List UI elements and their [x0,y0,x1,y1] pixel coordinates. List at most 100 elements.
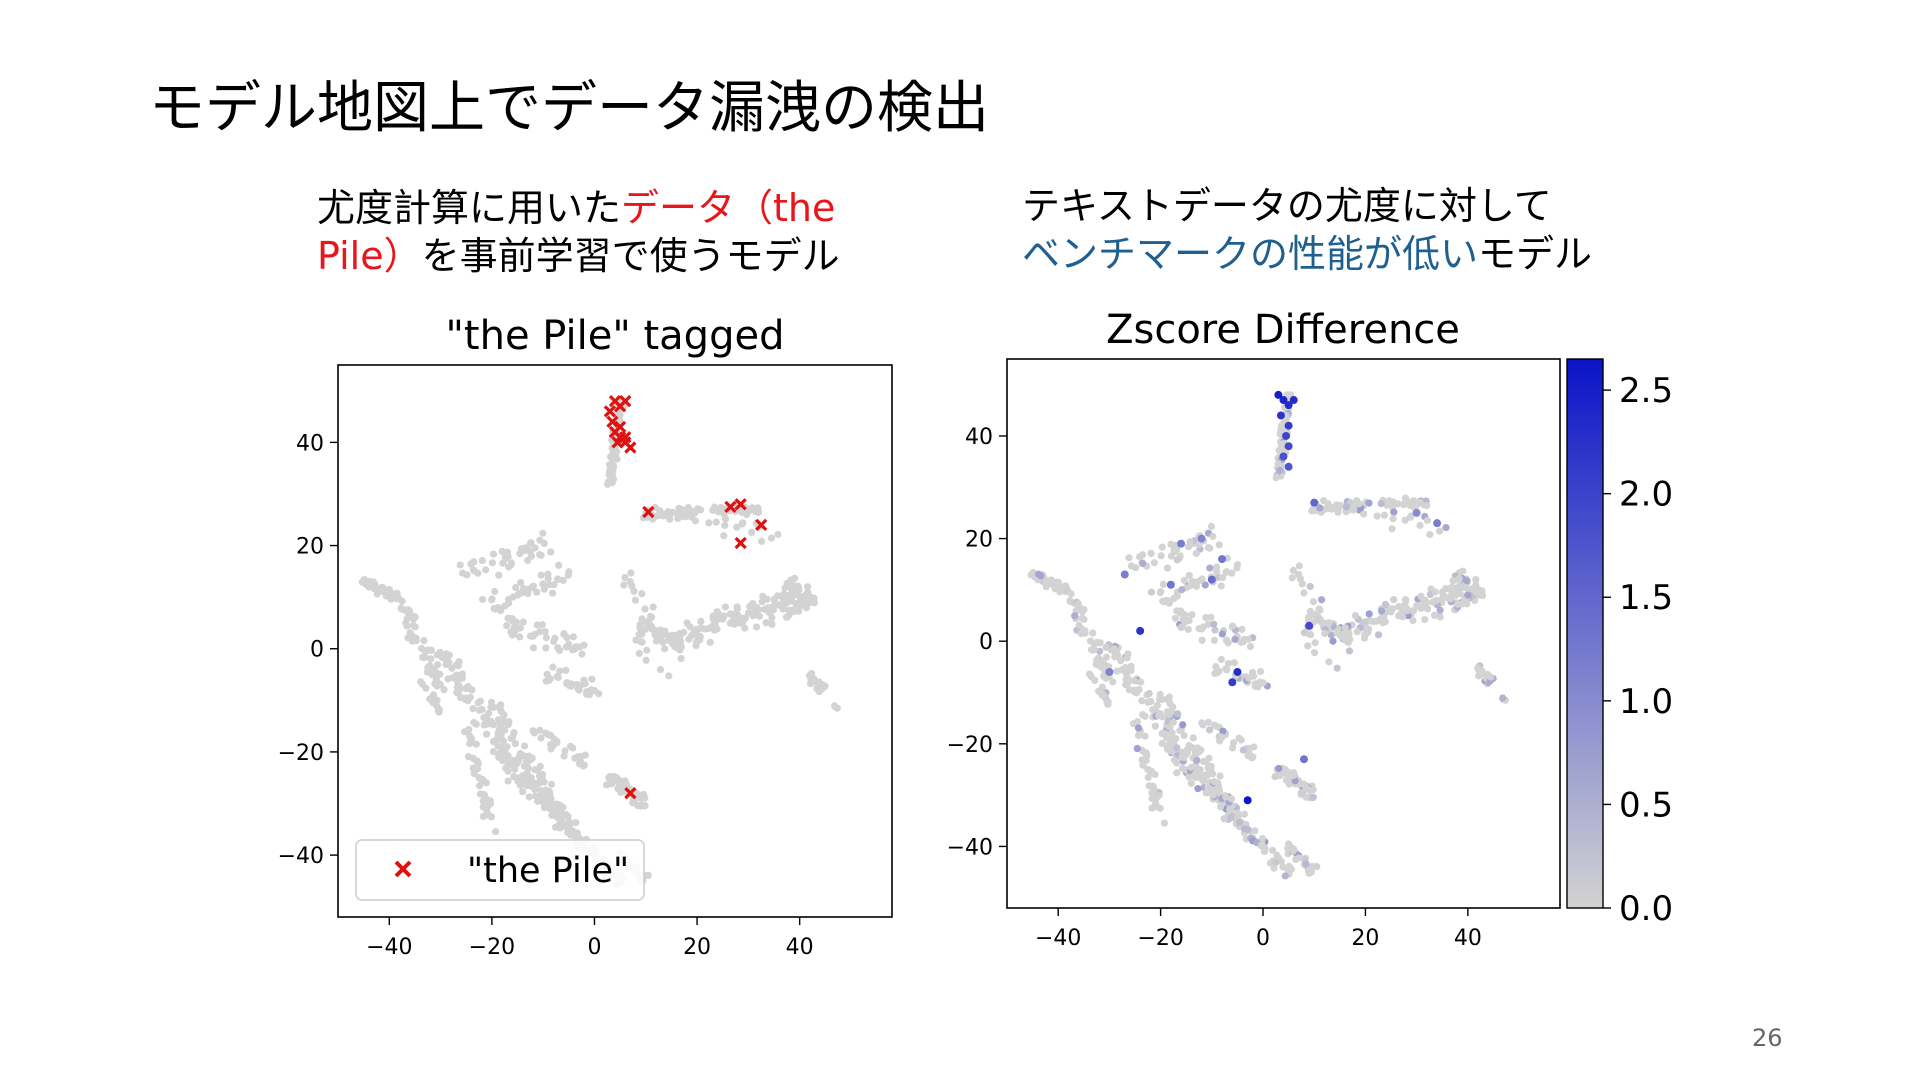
background-point [541,628,549,636]
background-point [1448,583,1456,591]
background-point [1464,591,1472,599]
background-point [489,738,498,746]
tagged-point-marker [624,787,637,800]
background-point [478,775,486,783]
background-point [1211,626,1219,634]
background-point [1224,659,1232,668]
background-point [748,528,756,537]
background-point [1297,788,1306,797]
background-point [1205,726,1214,734]
background-point [804,583,812,591]
background-point [1147,549,1155,558]
colorbar-tick-label: 2.0 [1619,475,1673,515]
background-point [1295,562,1303,570]
zscore-point [1433,519,1442,528]
right-caption-blue: ベンチマークの性能が低い [1022,232,1479,276]
background-point [463,571,471,579]
background-point [1325,503,1333,511]
background-point [1245,674,1253,682]
background-point [488,596,496,604]
background-point [1213,722,1221,731]
background-point [482,566,490,574]
background-point [529,632,537,640]
background-point [553,801,561,809]
background-point [581,751,589,759]
background-point [453,688,461,697]
background-point [1210,636,1218,644]
background-point [498,755,506,763]
background-point [1317,596,1326,604]
background-point [1081,627,1089,635]
background-point [606,466,614,475]
background-point [1424,605,1432,613]
background-point [1111,648,1119,657]
y-tick-label: 0 [310,638,324,663]
tagged-point-marker [734,498,747,511]
background-point [1194,785,1202,793]
tagged-point-marker [755,518,768,532]
tagged-point-marker [724,500,737,514]
background-point [1092,639,1100,647]
x-tick-label: 20 [1351,926,1379,951]
background-point [1080,606,1088,614]
background-point [741,624,749,632]
background-point [1334,508,1342,516]
background-point [1233,564,1241,572]
background-point [1426,530,1434,539]
background-point [526,539,534,548]
background-point [1421,615,1429,624]
background-point [530,729,538,737]
x-tick-label: 0 [587,935,601,960]
background-point [1416,521,1424,530]
background-point [550,735,558,743]
background-point [691,517,699,525]
background-point [1149,705,1157,714]
background-point [1289,771,1297,780]
background-point [1276,466,1284,474]
background-point [1235,734,1243,742]
left-caption-red-2: Pile） [317,234,422,278]
background-point [641,802,649,810]
background-point [524,757,532,765]
background-point [733,523,741,531]
colorbar-tick-label: 1.0 [1619,682,1673,722]
background-point [456,561,464,569]
background-point [1147,767,1155,775]
background-point [796,598,804,607]
background-point [1159,597,1167,605]
background-point [709,506,717,514]
background-point [1130,677,1139,685]
background-point [472,740,480,748]
background-point [486,719,494,728]
background-point [1193,767,1201,776]
background-point [752,623,761,631]
background-point [491,587,499,596]
background-point [1197,576,1205,584]
background-point [1210,778,1218,786]
background-point [710,626,719,634]
background-point [656,665,665,674]
background-point [1171,614,1180,622]
background-point [487,698,496,706]
background-point [1285,780,1293,788]
y-tick-label: 20 [965,528,993,553]
background-point [551,823,560,831]
background-point [536,726,544,734]
background-point [677,654,685,663]
background-point [471,756,479,764]
background-point [526,548,534,556]
background-point [770,595,778,603]
background-point [1212,563,1221,571]
background-point [1173,592,1181,600]
background-point [1402,597,1410,605]
background-point [719,615,727,623]
background-point [781,584,789,592]
background-point [536,762,544,770]
background-point [1333,629,1341,637]
background-point [1117,657,1125,665]
background-point [542,633,550,642]
background-point [1373,512,1381,520]
background-point [1238,625,1246,633]
background-point [504,599,513,607]
background-point [555,561,563,569]
